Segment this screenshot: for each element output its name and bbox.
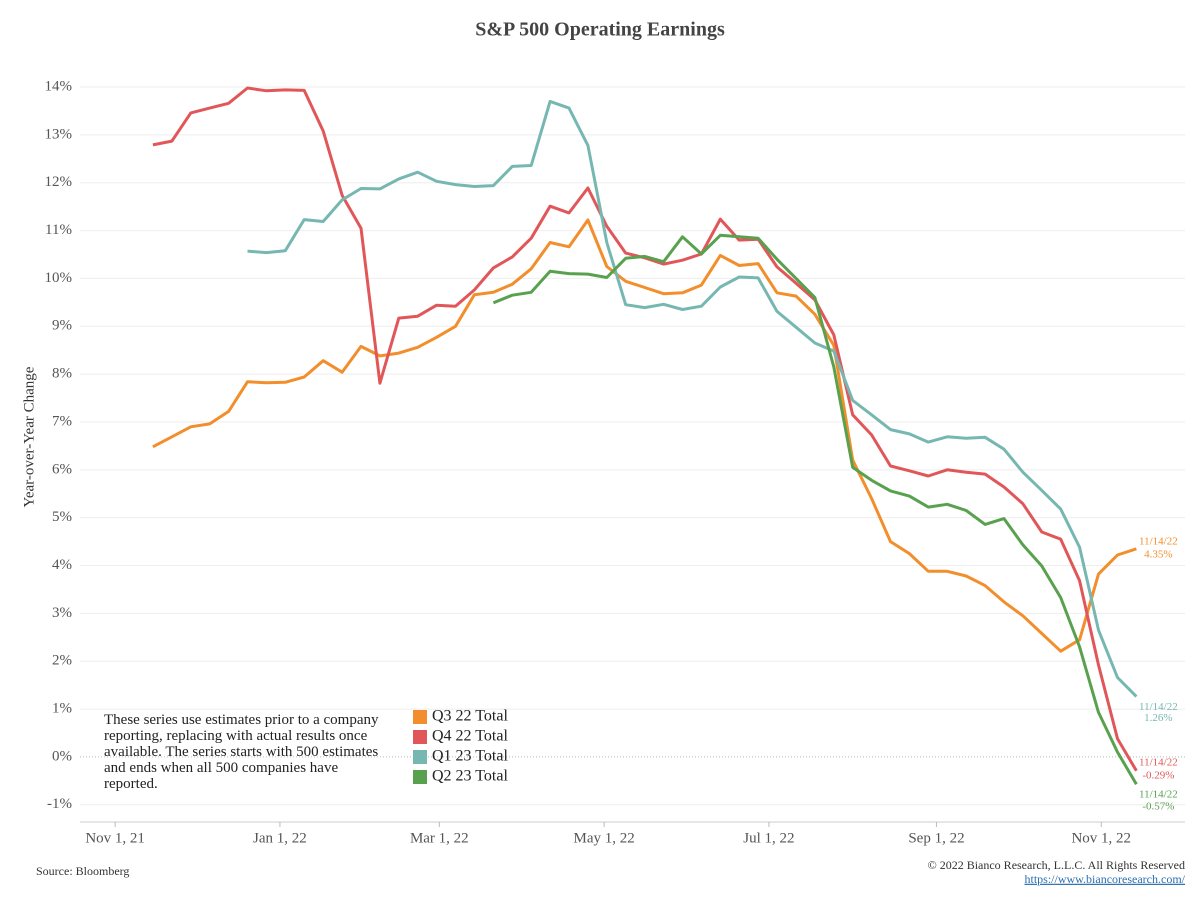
copyright: © 2022 Bianco Research, L.L.C. All Right…: [928, 858, 1185, 872]
series-line: [492, 233, 1138, 785]
series-line: [152, 218, 1137, 653]
y-tick-label: 11%: [45, 222, 72, 238]
end-value-label: 1.26%: [1144, 712, 1172, 724]
y-tick-label: 10%: [45, 270, 73, 286]
series-line: [152, 86, 1138, 772]
legend-swatch: [413, 750, 427, 764]
legend-label: Q4 22 Total: [432, 728, 508, 745]
x-tick-label: May 1, 22: [574, 830, 635, 846]
x-tick-label: Mar 1, 22: [410, 830, 469, 846]
y-tick-label: 14%: [45, 78, 73, 94]
y-tick-label: 7%: [52, 413, 72, 429]
url[interactable]: https://www.biancoresearch.com/: [1024, 872, 1185, 886]
y-tick-label: 5%: [52, 509, 72, 525]
chart-title: S&P 500 Operating Earnings: [475, 19, 725, 41]
y-tick-label: 13%: [45, 126, 73, 142]
legend-swatch: [413, 770, 427, 784]
y-tick-label: 8%: [52, 366, 72, 382]
end-date-label: 11/14/22: [1139, 535, 1178, 547]
y-tick-label: 3%: [52, 605, 72, 621]
source: Source: Bloomberg: [36, 864, 129, 878]
legend-label: Q3 22 Total: [432, 708, 508, 725]
note: These series use estimates prior to a co…: [104, 712, 379, 792]
end-value-label: -0.57%: [1142, 801, 1174, 813]
end-date-label: 11/14/22: [1139, 701, 1178, 713]
y-tick-label: 2%: [52, 653, 72, 669]
y-tick-label: 9%: [52, 318, 72, 334]
end-date-label: 11/14/22: [1139, 789, 1178, 801]
x-tick-label: Nov 1, 21: [85, 830, 145, 846]
y-axis-label: Year-over-Year Change: [21, 366, 37, 507]
legend-label: Q2 23 Total: [432, 768, 508, 785]
y-tick-label: 4%: [52, 557, 72, 573]
x-tick-label: Jan 1, 22: [253, 830, 307, 846]
legend-label: Q1 23 Total: [432, 748, 508, 765]
y-tick-label: 12%: [45, 174, 73, 190]
end-value-label: -0.29%: [1142, 769, 1174, 781]
x-tick-label: Sep 1, 22: [908, 830, 964, 846]
legend-swatch: [413, 730, 427, 744]
legend-swatch: [413, 710, 427, 724]
grid: [80, 86, 1185, 806]
y-tick-label: 6%: [52, 461, 72, 477]
end-date-label: 11/14/22: [1139, 756, 1178, 768]
x-tick-label: Jul 1, 22: [743, 830, 794, 846]
y-tick-label: 0%: [52, 748, 72, 764]
series-line: [247, 99, 1138, 698]
y-tick-label: -1%: [47, 796, 72, 812]
end-value-label: 4.35%: [1144, 548, 1172, 560]
x-tick-label: Nov 1, 22: [1071, 830, 1131, 846]
y-tick-label: 1%: [52, 701, 72, 717]
